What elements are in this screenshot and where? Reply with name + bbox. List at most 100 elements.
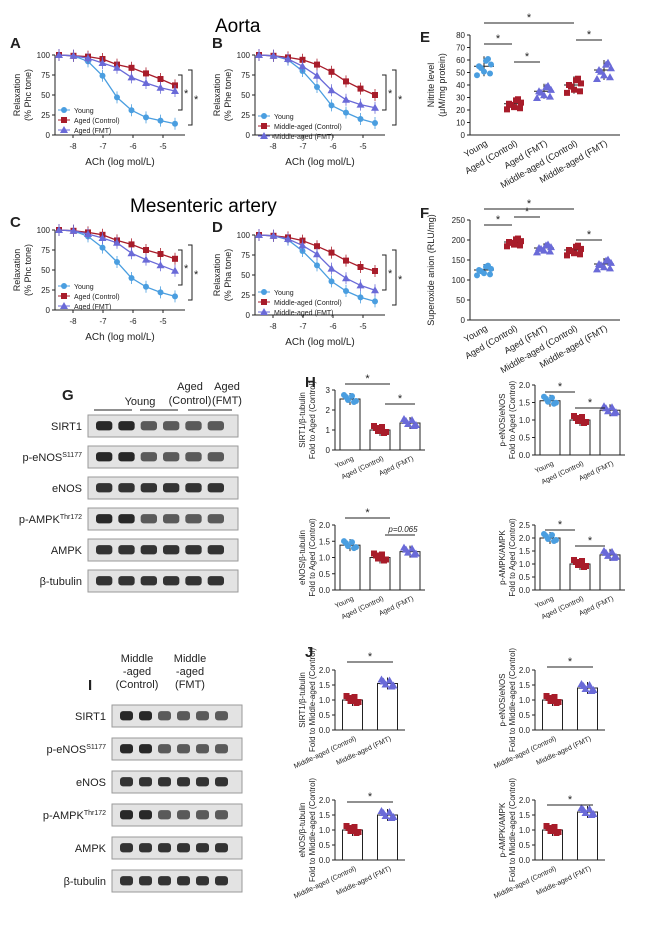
y-tick-label: 75 xyxy=(241,251,250,260)
y-tick-label: 0.0 xyxy=(519,856,531,865)
data-point xyxy=(488,265,494,272)
sig-star: * xyxy=(184,88,189,100)
data-point xyxy=(172,293,178,300)
y-tick-label: 50 xyxy=(241,91,250,100)
blot-band xyxy=(215,876,228,886)
blot-band xyxy=(158,876,171,886)
data-point xyxy=(564,252,570,259)
data-point xyxy=(540,246,548,254)
y-tick-label: 0.5 xyxy=(319,841,331,850)
blot-band xyxy=(163,483,180,493)
y-tick-label: 50 xyxy=(241,271,250,280)
data-point xyxy=(299,56,306,63)
bar xyxy=(577,687,598,731)
data-point xyxy=(371,103,379,111)
y-axis-label: p-eNOS/eNOS xyxy=(498,674,507,727)
legend-label: Middle-aged (FMT) xyxy=(274,134,334,141)
aorta-title: Aorta xyxy=(215,16,261,37)
blot-band xyxy=(96,452,113,462)
data-point xyxy=(157,117,164,124)
y-tick-label: 0.0 xyxy=(319,726,331,735)
blot-label-enos: eNOS xyxy=(52,483,82,495)
data-point xyxy=(343,257,349,264)
blot-header: (Control) xyxy=(169,395,212,407)
sig-star: * xyxy=(558,381,563,393)
data-point xyxy=(610,553,618,561)
y-tick-label: 2.0 xyxy=(519,381,531,390)
blot-band xyxy=(96,545,113,555)
y-tick-label: 100 xyxy=(37,226,51,235)
data-point xyxy=(55,51,63,58)
superscript: S1177 xyxy=(86,744,106,751)
data-point xyxy=(314,262,320,269)
data-point xyxy=(373,425,379,431)
data-point xyxy=(543,533,549,539)
data-point xyxy=(372,92,378,98)
y-tick-label: 1.5 xyxy=(519,399,531,408)
data-point xyxy=(69,226,78,234)
sig-star: * xyxy=(496,214,501,226)
data-point xyxy=(547,85,555,93)
y-axis-label: (% Phc tone) xyxy=(23,244,33,296)
y-axis-label: eNOS/β-tubulin xyxy=(298,530,307,585)
blot-label-p-enos: p-eNOSS1177 xyxy=(47,744,107,756)
data-point xyxy=(143,247,149,253)
data-point xyxy=(385,676,394,684)
blot-band xyxy=(185,483,202,493)
data-point xyxy=(373,552,379,559)
legend-marker xyxy=(60,302,68,309)
blot-band xyxy=(215,810,228,820)
data-point xyxy=(547,243,555,251)
panel-letter-G: G xyxy=(62,387,74,404)
x-tick-label: -5 xyxy=(159,317,167,326)
panel-letter-C: C xyxy=(10,214,21,231)
y-tick-label: 2.0 xyxy=(319,666,331,675)
data-point xyxy=(549,532,555,538)
data-point xyxy=(487,70,493,77)
x-tick-label: Aged (FMT) xyxy=(578,460,615,482)
y-tick-label: 1.5 xyxy=(319,811,331,820)
x-tick-label: Middle-aged (Control) xyxy=(493,865,557,900)
data-point xyxy=(600,263,608,271)
y-axis-label: SIRT1/β-tubulin xyxy=(298,392,307,448)
y-tick-label: 100 xyxy=(37,51,51,60)
data-point xyxy=(313,250,321,258)
data-point xyxy=(157,251,164,257)
legend-marker xyxy=(61,117,67,123)
superscript: Thr172 xyxy=(84,810,106,817)
legend-label: Middle-aged (Control) xyxy=(274,124,342,131)
blot-band xyxy=(140,421,157,431)
data-point xyxy=(157,76,164,82)
blot-band xyxy=(207,421,224,431)
data-point xyxy=(511,104,517,111)
sig-star: * xyxy=(496,33,501,45)
data-point xyxy=(485,56,491,63)
blot-band xyxy=(215,843,228,853)
data-point xyxy=(606,264,614,272)
data-point xyxy=(269,231,278,239)
blot-header: -aged xyxy=(123,666,151,678)
data-point xyxy=(593,75,601,82)
y-axis-label: Nitrite level xyxy=(426,63,436,108)
x-tick-label: Middle-aged (Control) xyxy=(493,735,557,770)
y-tick-label: 50 xyxy=(456,69,465,78)
data-point xyxy=(379,677,388,685)
y-axis-label: Superoxide anion (RLU/mg) xyxy=(426,214,436,326)
data-point xyxy=(372,120,378,126)
data-point xyxy=(575,242,581,249)
sig-star: * xyxy=(388,268,393,280)
data-point xyxy=(353,700,360,706)
data-point xyxy=(487,271,493,278)
y-axis-label: eNOS/β-tubulin xyxy=(298,803,307,858)
x-tick-label: Aged (FMT) xyxy=(378,455,415,477)
blot-band xyxy=(196,744,209,754)
y-tick-label: 1.0 xyxy=(319,826,331,835)
blot-band xyxy=(158,744,171,754)
data-point xyxy=(504,243,510,250)
y-tick-label: 2.0 xyxy=(519,666,531,675)
blot-band xyxy=(118,514,135,524)
blot-band xyxy=(163,514,180,524)
y-tick-label: 1.0 xyxy=(519,416,531,425)
data-point xyxy=(98,59,107,66)
blot-band xyxy=(163,421,180,431)
